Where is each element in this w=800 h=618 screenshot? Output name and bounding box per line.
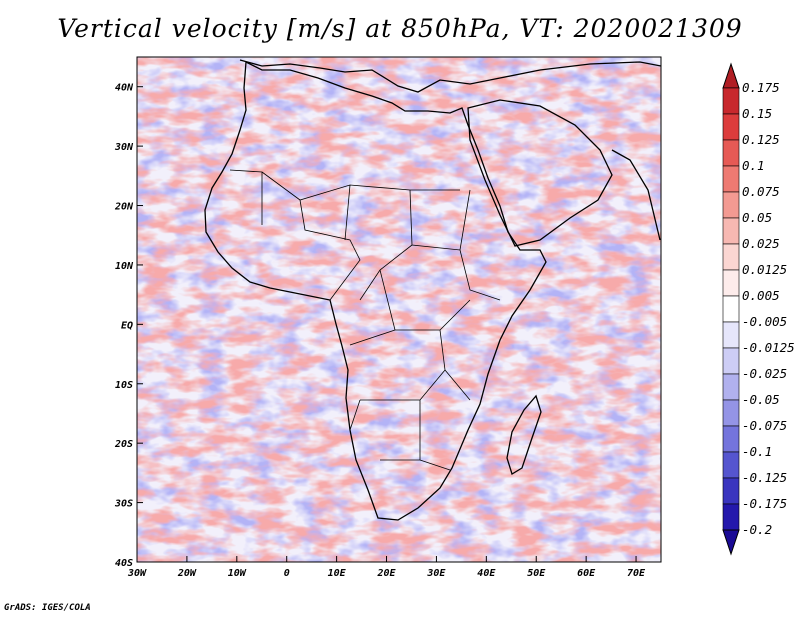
chart-title: Vertical velocity [m/s] at 850hPa, VT: 2… — [57, 14, 743, 43]
x-tick-label: 60E — [577, 568, 596, 579]
colorbar-band — [722, 399, 740, 427]
colorbar-label: -0.05 — [742, 392, 780, 407]
x-tick-label: 10E — [328, 568, 347, 579]
colorbar-band — [722, 373, 740, 401]
x-tick-label: 50E — [527, 568, 546, 579]
madagascar-coastline — [506, 394, 542, 475]
colorbar-band — [722, 113, 740, 141]
colorbar-label: -0.025 — [742, 366, 787, 381]
colorbar-label: 0.125 — [742, 132, 780, 147]
x-tick-label: 20E — [376, 568, 396, 579]
country-borders — [229, 169, 501, 471]
colorbar-band — [722, 425, 740, 453]
x-tick-label: 70E — [627, 568, 646, 579]
y-tick-label: 10S — [115, 380, 133, 391]
x-axis: 30W 20W 10W 0 10E 20E 30E 40E 50E 60E 70E — [127, 556, 646, 579]
y-tick-label: EQ — [121, 320, 133, 331]
colorbar-label: -0.0125 — [742, 340, 795, 355]
colorbar-band — [722, 165, 740, 193]
y-tick-label: 40S — [115, 558, 133, 569]
y-tick-label: 30N — [114, 142, 134, 153]
colorbar-band — [722, 191, 740, 219]
colorbar-label: 0.1 — [742, 158, 765, 173]
colorbar-label: -0.125 — [742, 470, 787, 485]
colorbar-band — [722, 477, 740, 505]
colorbar-band — [722, 295, 740, 323]
colorbar-label: 0.005 — [742, 288, 780, 303]
colorbar-band — [722, 451, 740, 479]
africa-coastline — [204, 60, 547, 521]
colorbar-label: -0.2 — [742, 522, 772, 537]
y-tick-label: 10N — [115, 261, 134, 272]
x-tick-label: 30W — [127, 568, 147, 579]
x-tick-label: 40E — [477, 568, 496, 579]
x-tick-label: 20W — [177, 568, 197, 579]
colorbar-bottom-triangle — [722, 529, 740, 556]
y-tick-label: 20N — [114, 202, 134, 213]
colorbar-band — [722, 243, 740, 271]
x-tick-label: 30E — [426, 568, 446, 579]
colorbar-label: 0.175 — [742, 80, 780, 95]
colorbar-label: -0.075 — [742, 418, 787, 433]
x-tick-label: 10W — [228, 568, 247, 579]
plot-frame — [136, 56, 662, 563]
arabia-coastline — [467, 99, 613, 247]
x-tick-label: 0 — [284, 568, 290, 579]
colorbar-band — [722, 87, 740, 115]
colorbar: 0.175 0.15 0.125 0.1 0.075 0.05 0.025 0.0125 0.0… — [722, 62, 795, 556]
colorbar-label: -0.175 — [742, 496, 787, 511]
field-noise — [137, 57, 661, 562]
y-tick-label: 20S — [114, 439, 133, 450]
colorbar-band — [722, 321, 740, 349]
colorbar-label: 0.0125 — [742, 262, 787, 277]
colorbar-label: 0.05 — [742, 210, 772, 225]
colorbar-label: 0.15 — [742, 106, 772, 121]
colorbar-band — [722, 347, 740, 375]
grads-credit: GrADS: IGES/COLA — [4, 603, 91, 613]
colorbar-label: -0.1 — [742, 444, 772, 459]
colorbar-band — [722, 217, 740, 245]
colorbar-band — [722, 269, 740, 297]
india-coastline — [611, 149, 661, 241]
colorbar-label: -0.005 — [742, 314, 787, 329]
velocity-field — [137, 57, 661, 562]
colorbar-label: 0.025 — [742, 236, 780, 251]
y-axis: 40N 30N 20N 10N EQ 10S 20S 30S 40S — [114, 83, 143, 569]
colorbar-band — [722, 503, 740, 531]
colorbar-label: 0.075 — [742, 184, 780, 199]
y-tick-label: 40N — [115, 83, 134, 94]
colorbar-band — [722, 139, 740, 167]
europe-coastline — [239, 59, 661, 93]
y-tick-label: 30S — [114, 499, 133, 510]
colorbar-top-triangle — [722, 62, 740, 89]
